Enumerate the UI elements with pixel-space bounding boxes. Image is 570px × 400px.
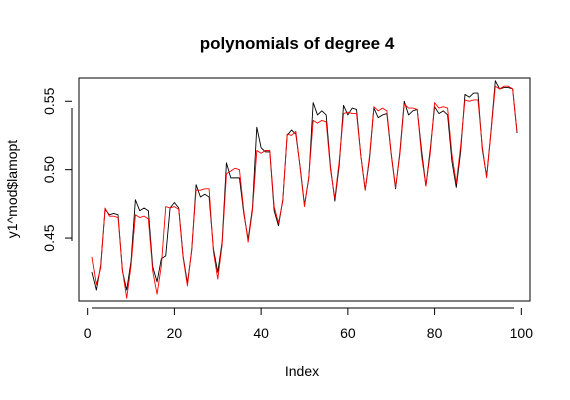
y-axis-label: y1^mod$lamopt — [4, 140, 20, 239]
x-axis-label: Index — [285, 363, 319, 379]
x-tick-label: 80 — [427, 325, 443, 341]
x-tick-label: 0 — [84, 325, 92, 341]
x-ticks: 0 20 40 60 80 100 — [84, 308, 533, 341]
x-tick-label: 60 — [340, 325, 356, 341]
plot-frame — [78, 77, 531, 302]
y-ticks: 0.45 0.50 0.55 — [41, 87, 72, 252]
x-tick-label: 40 — [253, 325, 269, 341]
x-tick-label: 100 — [510, 325, 534, 341]
y-tick-label: 0.55 — [41, 87, 57, 114]
y-tick-label: 0.50 — [41, 156, 57, 183]
x-tick-label: 20 — [167, 325, 183, 341]
chart-title: polynomials of degree 4 — [200, 34, 395, 53]
y-tick-label: 0.45 — [41, 224, 57, 251]
series-line-2 — [91, 85, 518, 299]
series-line-1 — [91, 80, 518, 291]
series-layer — [91, 80, 518, 299]
